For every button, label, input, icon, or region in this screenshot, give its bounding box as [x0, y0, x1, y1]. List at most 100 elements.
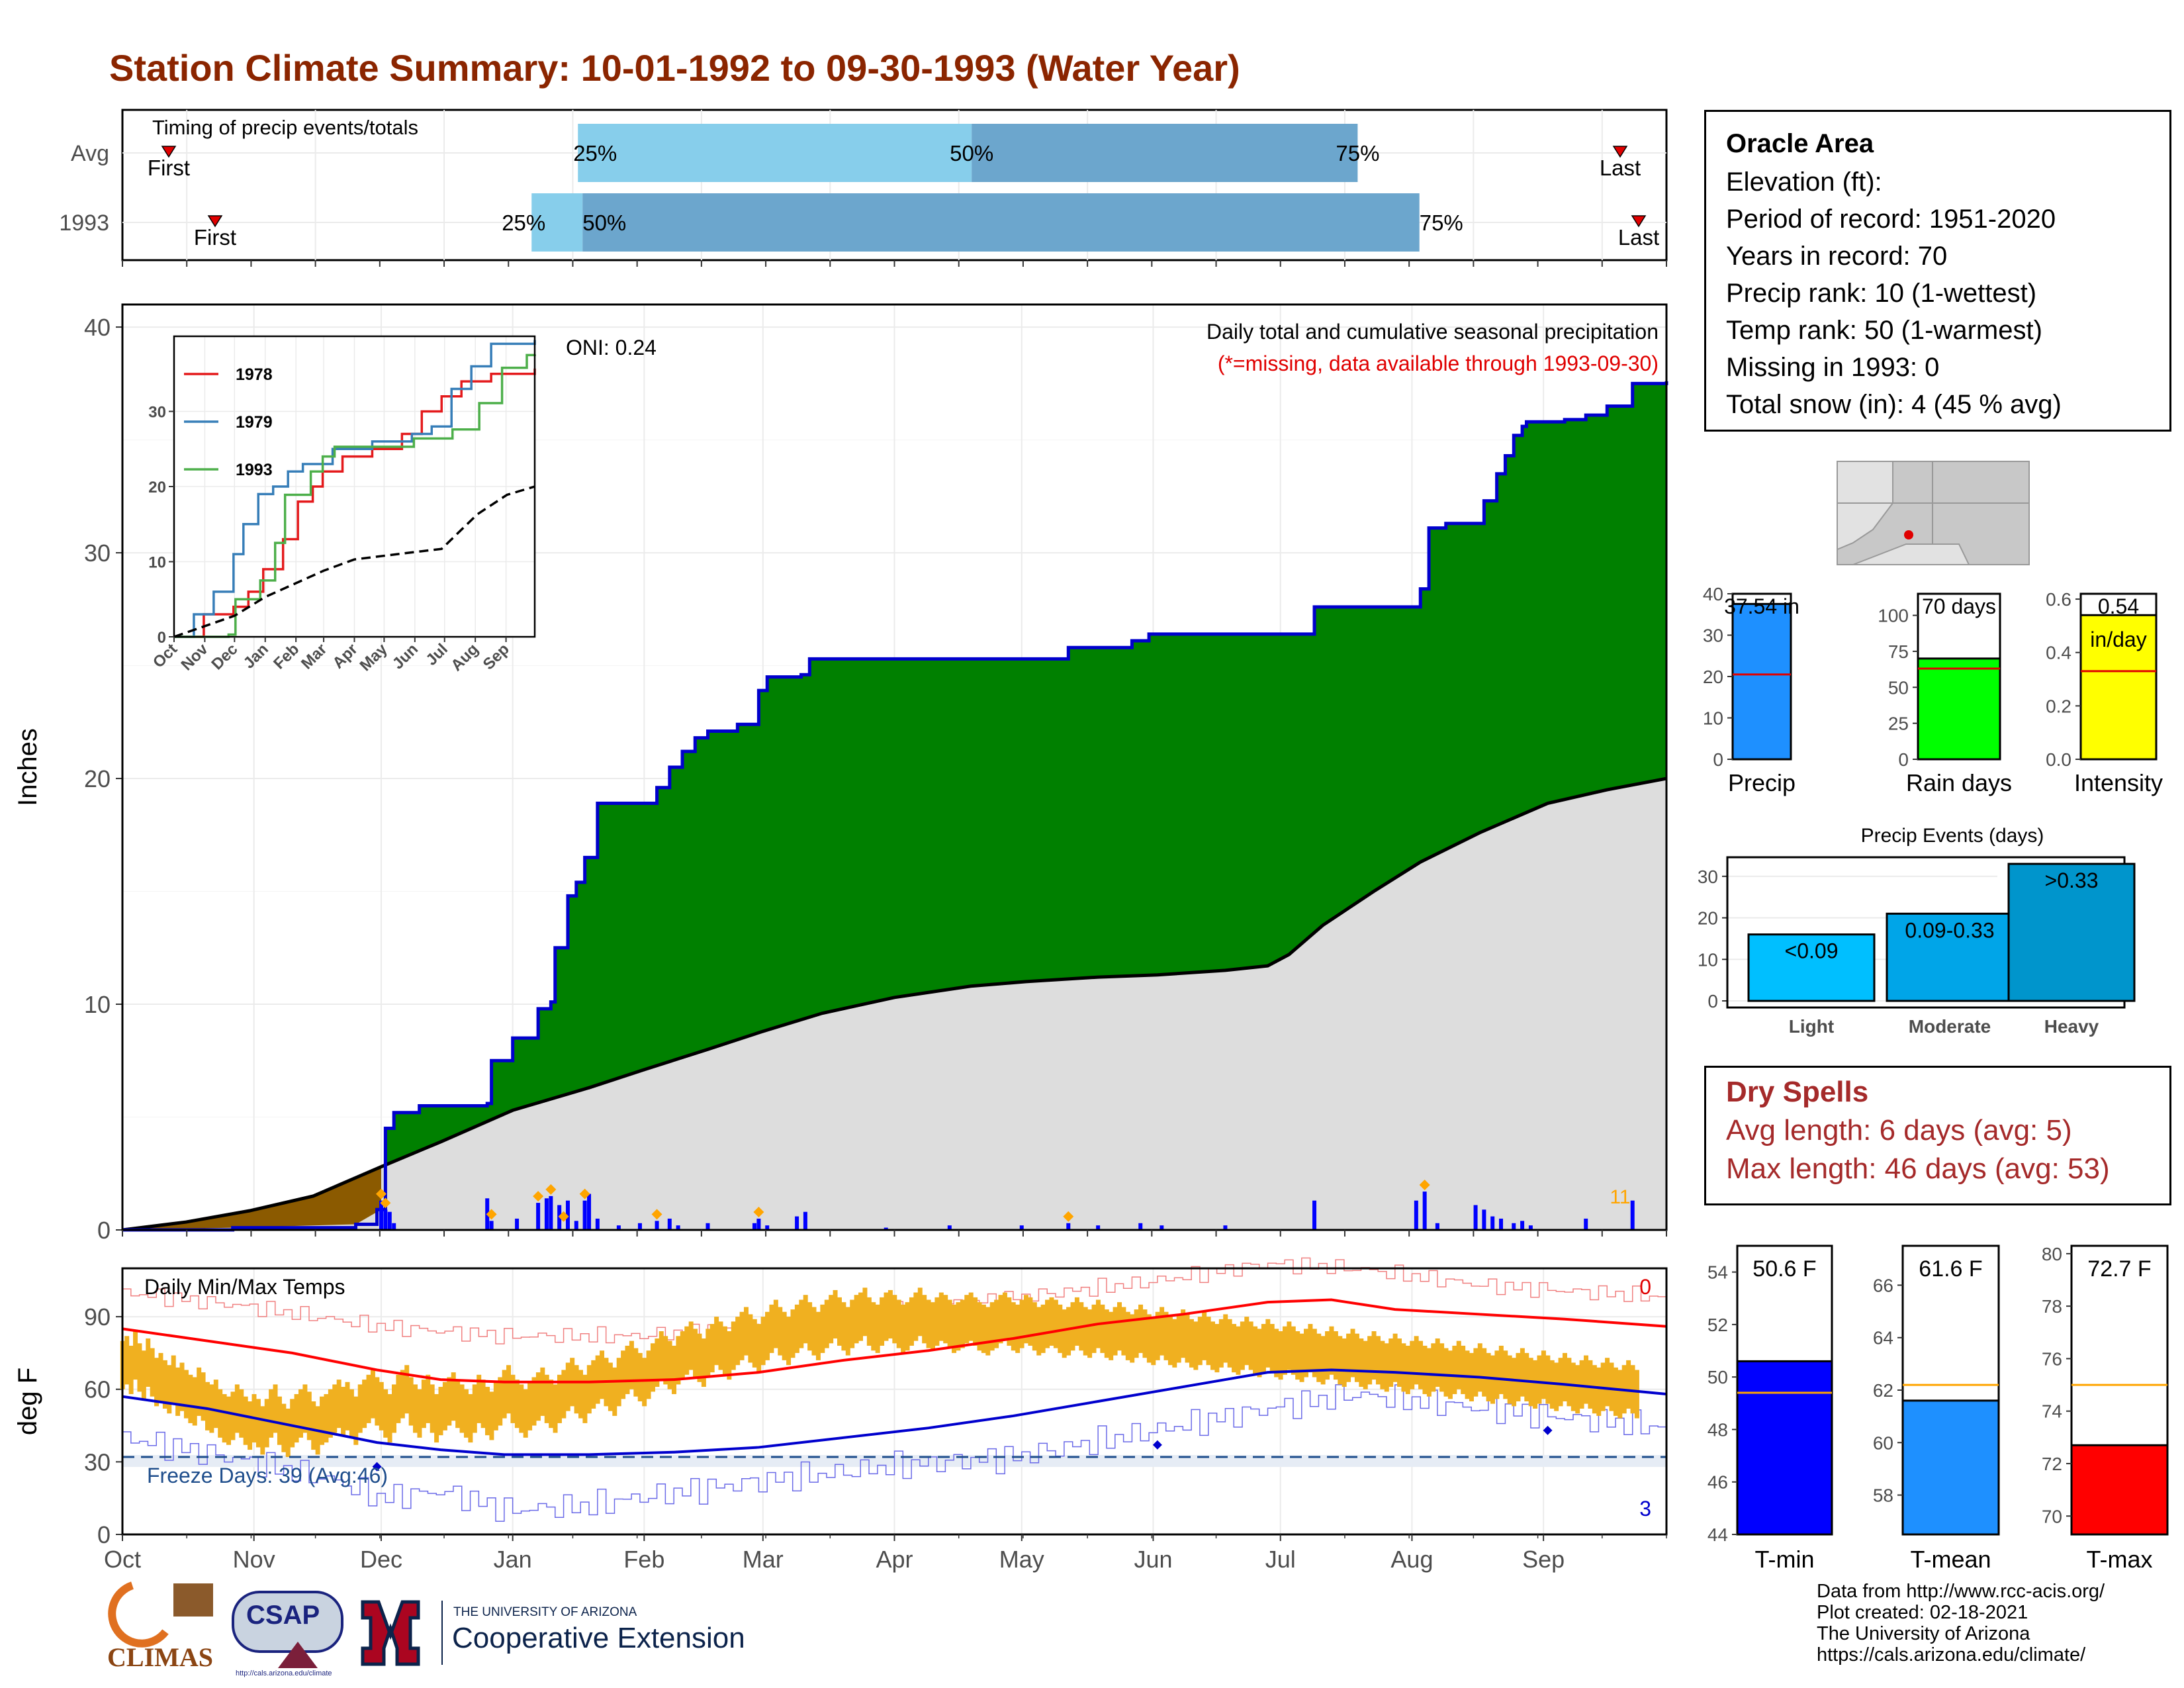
location-map	[1837, 461, 2030, 565]
station-location-dot	[1904, 530, 1913, 539]
daily-temp-bar	[1359, 1338, 1364, 1387]
daily-precip-bar	[582, 1200, 587, 1230]
daily-precip-bar	[795, 1216, 799, 1230]
record-low-line	[122, 1384, 1667, 1522]
daily-temp-bar	[1541, 1350, 1546, 1399]
daily-temp-bar	[290, 1399, 295, 1448]
heavy-event-marker	[579, 1188, 590, 1199]
csap-cloud-icon	[232, 1591, 343, 1653]
temp-xtick-label: Jul	[1265, 1546, 1296, 1573]
daily-temp-bar	[1401, 1343, 1406, 1392]
daily-temp-bar	[1036, 1307, 1042, 1356]
daily-temp-bar	[807, 1302, 813, 1351]
daily-temp-bar	[1134, 1309, 1139, 1358]
temp-xtick-label: Apr	[876, 1546, 913, 1573]
csap-mountain-icon	[278, 1642, 318, 1668]
daily-temp-bar	[1160, 1307, 1165, 1356]
daily-precip-bar	[1499, 1218, 1504, 1230]
daily-temp-bar	[230, 1391, 236, 1440]
temp-ytick-label: 30	[84, 1448, 111, 1476]
daily-temp-bar	[1248, 1321, 1253, 1370]
station-name: Oracle Area	[1726, 129, 1874, 158]
precip-chart-title: Daily total and cumulative seasonal prec…	[1206, 320, 1659, 344]
daily-temp-bar	[1218, 1319, 1224, 1368]
events-category-label: Light	[1789, 1016, 1834, 1037]
daily-temp-bar	[1104, 1309, 1109, 1358]
daily-temp-bar	[1596, 1367, 1602, 1416]
inset-ytick-label: 0	[158, 629, 166, 647]
daily-temp-bar	[1592, 1365, 1597, 1414]
daily-temp-bar	[672, 1345, 677, 1395]
daily-temp-bar	[1062, 1309, 1067, 1358]
daily-temp-bar	[1193, 1321, 1199, 1370]
daily-temp-bar	[1414, 1336, 1419, 1385]
daily-temp-bar	[1100, 1304, 1105, 1353]
daily-temp-bar	[1626, 1360, 1631, 1409]
cumulative-1993-line	[122, 381, 1668, 1232]
daily-temp-bar	[1074, 1297, 1079, 1346]
daily-temp-bar	[591, 1360, 596, 1409]
daily-temp-bar	[866, 1297, 872, 1346]
daily-temp-bar	[561, 1370, 567, 1419]
daily-temp-bar	[1435, 1338, 1440, 1387]
precip-ytick-label: 20	[84, 765, 111, 792]
events-ytick-label: 20	[1698, 908, 1718, 929]
daily-temp-bar	[1210, 1321, 1215, 1370]
daily-temp-bar	[1269, 1324, 1275, 1373]
daily-temp-bar	[1265, 1319, 1271, 1368]
daily-temp-bar	[1109, 1311, 1114, 1360]
daily-temp-bar	[514, 1380, 520, 1429]
footer-credits: Data from http://www.rcc-acis.org/ Plot …	[1817, 1581, 2105, 1665]
daily-precip-bar	[667, 1218, 672, 1230]
timing-first-marker	[207, 215, 223, 228]
timing-bar-25-50	[578, 124, 972, 182]
daily-temp-bar	[408, 1377, 414, 1426]
daily-temp-bar	[1261, 1324, 1266, 1373]
daily-temp-bar	[162, 1360, 167, 1409]
daily-temp-bar	[124, 1336, 130, 1385]
daily-temp-bar	[294, 1394, 299, 1443]
daily-temp-bar	[998, 1295, 1003, 1344]
daily-temp-bar	[341, 1387, 346, 1436]
heavy-event-marker	[486, 1209, 497, 1220]
daily-temp-bar	[676, 1336, 681, 1385]
daily-temp-bar	[917, 1288, 923, 1336]
daily-temp-bar	[1567, 1358, 1572, 1407]
daily-temp-bar	[141, 1350, 146, 1399]
station-info-panel: Oracle Area Elevation (ft): Period of re…	[1704, 110, 2171, 432]
daily-temp-bar	[1418, 1340, 1424, 1389]
daily-temp-bar	[595, 1355, 600, 1404]
daily-temp-bar	[1431, 1343, 1436, 1392]
daily-temp-bar	[901, 1304, 906, 1353]
events-ytick-label: 30	[1698, 867, 1718, 887]
heavy-event-marker	[545, 1184, 557, 1195]
daily-temp-bar	[366, 1374, 371, 1423]
daily-temp-bar	[871, 1302, 876, 1351]
daily-temp-bar	[506, 1365, 512, 1414]
daily-temp-bar	[578, 1370, 584, 1419]
daily-temp-bar	[1570, 1362, 1576, 1411]
footer-data-source[interactable]: Data from http://www.rcc-acis.org/	[1817, 1581, 2105, 1602]
daily-temp-bar	[510, 1374, 516, 1423]
precip-ytick-label: 0	[97, 1217, 111, 1244]
daily-precip-bar	[616, 1225, 621, 1230]
daily-temp-bar	[239, 1389, 244, 1438]
ua-small-text: THE UNIVERSITY OF ARIZONA	[453, 1605, 637, 1619]
daily-temp-bar	[1040, 1304, 1046, 1353]
daily-temp-bar	[1342, 1338, 1347, 1387]
daily-temp-bar	[311, 1401, 316, 1450]
daily-temp-bar	[820, 1304, 825, 1353]
daily-temp-bar	[1558, 1358, 1563, 1407]
daily-temp-bar	[426, 1374, 431, 1423]
daily-temp-bar	[336, 1380, 341, 1429]
daily-precip-bar	[1414, 1200, 1418, 1230]
daily-temp-bar	[273, 1384, 278, 1433]
daily-temp-bar	[608, 1362, 613, 1411]
daily-temp-bar	[1282, 1326, 1287, 1375]
daily-temp-bar	[794, 1304, 799, 1353]
daily-precip-bar	[387, 1211, 392, 1230]
daily-temp-bar	[926, 1299, 931, 1348]
daily-temp-bar	[727, 1331, 732, 1380]
daily-precip-bar	[1520, 1221, 1525, 1230]
footer-url[interactable]: https://cals.arizona.edu/climate/	[1817, 1644, 2086, 1665]
